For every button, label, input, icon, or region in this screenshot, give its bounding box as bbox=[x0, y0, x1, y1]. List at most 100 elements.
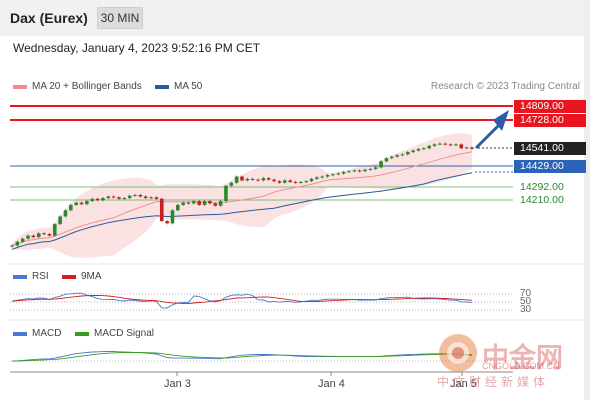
candlestick bbox=[85, 200, 89, 206]
candlestick bbox=[208, 200, 212, 205]
candle-body bbox=[159, 198, 164, 222]
candle-body bbox=[127, 195, 132, 199]
candle-body bbox=[448, 144, 453, 146]
candlestick bbox=[106, 195, 111, 200]
candle-body bbox=[31, 235, 36, 238]
rsi-ma-swatch bbox=[62, 274, 76, 279]
candlestick bbox=[373, 166, 378, 170]
candle-body bbox=[213, 203, 218, 206]
legend-rsi-ma: 9MA bbox=[62, 271, 102, 282]
candlestick bbox=[256, 178, 260, 182]
candle-body bbox=[133, 194, 137, 196]
candlestick bbox=[149, 196, 153, 200]
watermark-brand: 中金网 bbox=[482, 343, 563, 374]
x-label-jan4: Jan 4 bbox=[318, 378, 345, 390]
candlestick bbox=[122, 196, 127, 200]
candle-body bbox=[416, 148, 421, 151]
candle-body bbox=[363, 169, 367, 172]
rsi-level-label-30: 30 bbox=[520, 304, 532, 315]
candlestick bbox=[432, 143, 437, 147]
candlestick bbox=[293, 180, 298, 184]
candle-body bbox=[336, 173, 341, 175]
candlestick bbox=[422, 147, 426, 151]
candlestick bbox=[165, 219, 169, 225]
resistance-tag-r1: 14728.00 bbox=[514, 114, 586, 127]
legend-ma20-label: MA 20 + Bollinger Bands bbox=[32, 81, 142, 92]
candle-body bbox=[304, 181, 308, 183]
candle-body bbox=[208, 201, 212, 204]
rsi-level-label-50: 50 bbox=[520, 296, 532, 307]
candle-body bbox=[95, 198, 100, 201]
candlestick bbox=[127, 194, 132, 200]
candle-body bbox=[10, 245, 14, 247]
candlestick bbox=[272, 178, 276, 183]
timeframe-button[interactable]: 30 MIN bbox=[97, 7, 143, 29]
candlestick bbox=[192, 200, 196, 205]
candle-body bbox=[320, 176, 325, 178]
candlestick bbox=[213, 202, 218, 207]
candlestick bbox=[181, 201, 185, 207]
candle-body bbox=[384, 158, 389, 162]
candlestick bbox=[143, 195, 148, 200]
x-label-jan5: Jan 5 bbox=[450, 378, 477, 390]
candlestick bbox=[389, 155, 394, 160]
candle-body bbox=[277, 181, 282, 183]
legend-ma50-label: MA 50 bbox=[174, 81, 203, 92]
candle-body bbox=[464, 147, 469, 149]
candlestick bbox=[69, 203, 73, 212]
candle-body bbox=[170, 210, 175, 224]
candle-body bbox=[192, 201, 196, 204]
candlestick bbox=[261, 177, 266, 182]
instrument-title: Dax (Eurex) bbox=[10, 10, 88, 26]
candlestick bbox=[352, 169, 357, 173]
candle-body bbox=[42, 233, 46, 235]
forecast-arrow-shaft bbox=[474, 122, 502, 150]
candle-body bbox=[373, 167, 378, 169]
candlestick bbox=[304, 180, 308, 184]
candle-body bbox=[395, 155, 399, 157]
candlestick bbox=[288, 179, 292, 184]
macd-signal-line bbox=[12, 351, 473, 362]
candlestick bbox=[309, 177, 314, 183]
candlestick bbox=[10, 244, 14, 248]
candlestick bbox=[379, 160, 383, 169]
candle-body bbox=[443, 143, 448, 145]
x-label-jan3: Jan 3 bbox=[164, 378, 191, 390]
legend-rsi-label: RSI bbox=[32, 271, 49, 282]
candlestick bbox=[154, 196, 159, 200]
candle-body bbox=[470, 147, 474, 149]
support-label-s2: 14210.00 bbox=[520, 194, 564, 206]
last-price-tag: 14541.00 bbox=[514, 142, 586, 155]
candle-body bbox=[325, 175, 330, 177]
resistance-tag-r2: 14809.00 bbox=[514, 100, 586, 113]
candlestick bbox=[320, 175, 325, 179]
candlestick bbox=[90, 197, 95, 203]
candle-body bbox=[459, 144, 464, 149]
candlestick bbox=[36, 232, 41, 239]
candle-body bbox=[186, 202, 191, 204]
candle-body bbox=[261, 178, 266, 181]
candle-body bbox=[106, 196, 111, 199]
candlestick bbox=[234, 175, 239, 184]
legend-ma50: MA 50 bbox=[155, 81, 202, 92]
candle-body bbox=[357, 170, 362, 172]
candle-body bbox=[256, 179, 260, 181]
candle-body bbox=[58, 216, 62, 225]
candlestick bbox=[395, 154, 399, 158]
candlestick bbox=[26, 234, 30, 240]
candle-body bbox=[74, 202, 78, 205]
rsi-level-label-70: 70 bbox=[520, 288, 532, 299]
candlestick bbox=[117, 196, 121, 200]
forecast-arrow-head bbox=[493, 110, 509, 131]
candlestick bbox=[347, 170, 351, 174]
candlestick bbox=[20, 237, 25, 243]
candlestick bbox=[159, 197, 164, 223]
candle-body bbox=[438, 143, 442, 145]
legend-ma20: MA 20 + Bollinger Bands bbox=[13, 81, 142, 92]
right-scroll-strip bbox=[584, 0, 590, 400]
candlestick bbox=[427, 144, 432, 150]
candle-body bbox=[154, 197, 159, 199]
rsi-ma-line bbox=[11, 294, 473, 305]
macd-signal-swatch bbox=[75, 331, 89, 336]
candle-body bbox=[240, 176, 244, 181]
